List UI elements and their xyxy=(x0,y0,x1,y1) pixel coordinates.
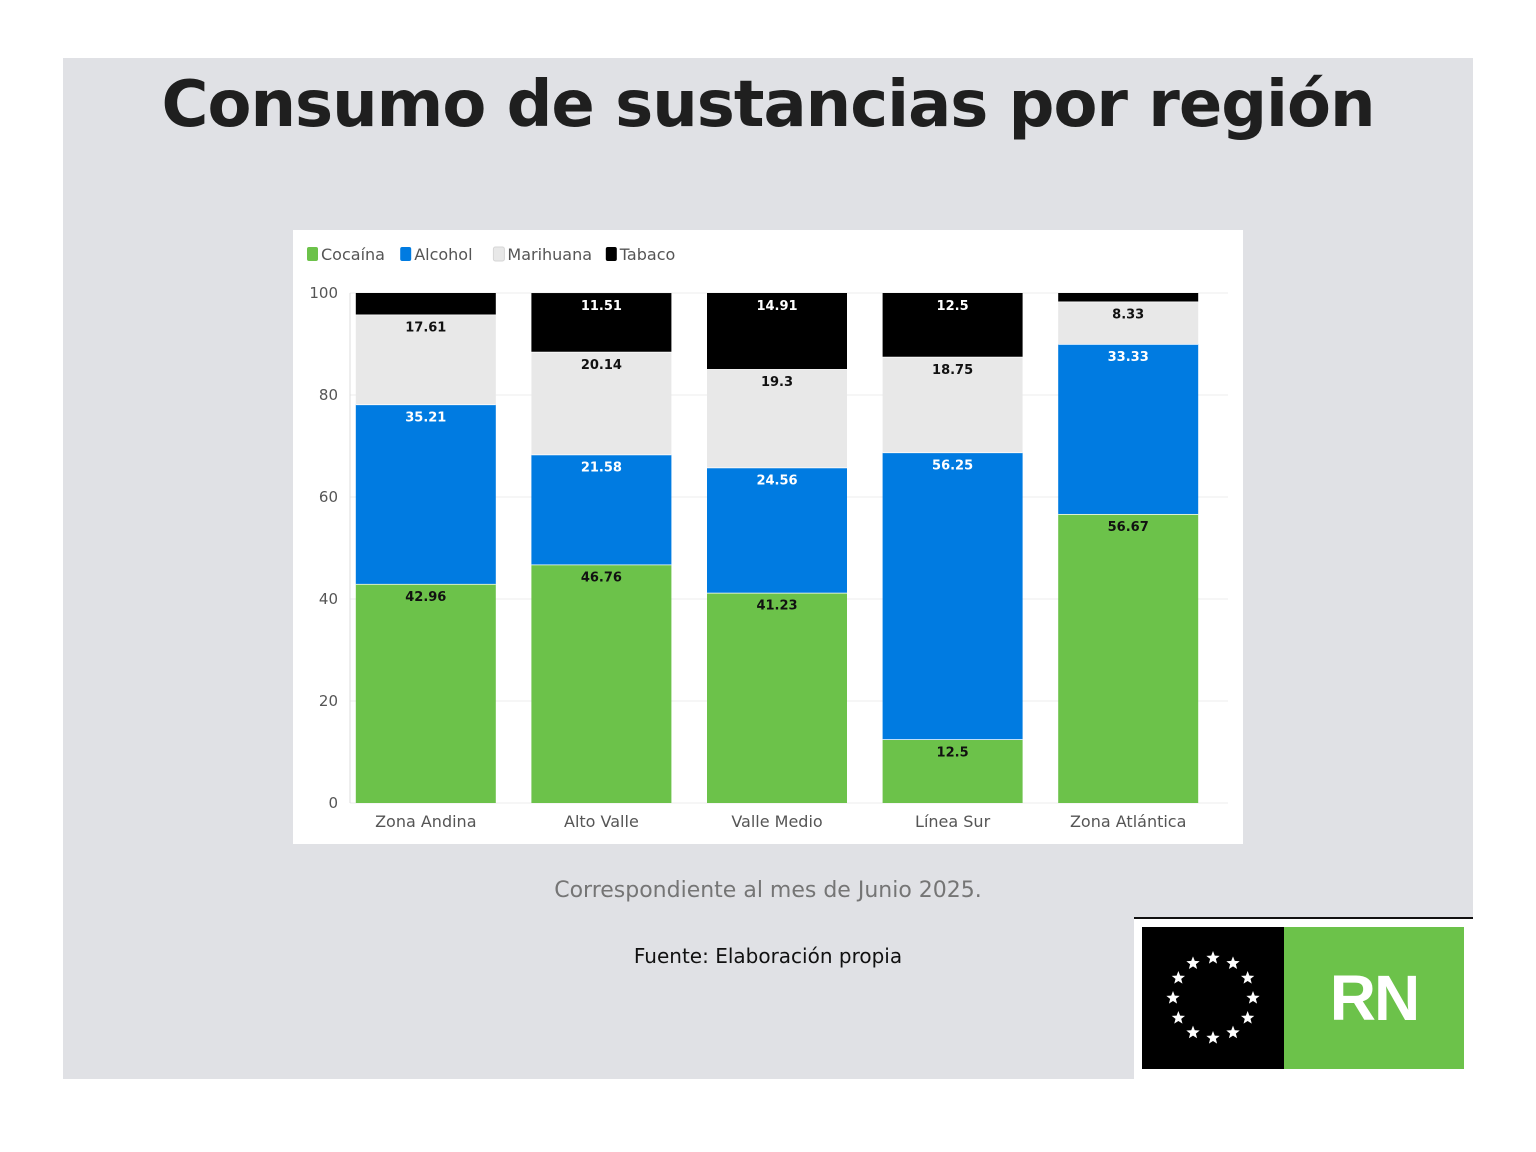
data-label: 41.23 xyxy=(756,599,797,614)
legend-label: Cocaína xyxy=(321,245,385,264)
data-label: 20.14 xyxy=(581,358,622,373)
legend-swatch xyxy=(400,247,412,261)
data-label: 46.76 xyxy=(581,571,622,586)
star-icon xyxy=(1186,1025,1200,1039)
star-icon xyxy=(1240,1011,1255,1024)
y-tick-label: 0 xyxy=(328,794,338,812)
bar-segment xyxy=(355,314,496,405)
data-label: 42.96 xyxy=(405,590,446,605)
bar-segment xyxy=(531,454,672,565)
star-icon xyxy=(1186,956,1200,970)
bar-segment xyxy=(882,452,1023,740)
slide: Consumo de sustancias por región 0 20 40 60… xyxy=(63,58,1473,1079)
star-icon xyxy=(1171,971,1186,984)
bar-segment xyxy=(707,467,847,593)
page-title: Consumo de sustancias por región xyxy=(161,68,1376,142)
legend-swatch xyxy=(492,246,505,262)
data-label: 12.5 xyxy=(937,745,969,760)
data-label: 17.61 xyxy=(405,321,446,336)
data-label: 56.67 xyxy=(1108,520,1149,535)
chart-subtitle: Correspondiente al mes de Junio 2025. xyxy=(554,878,982,903)
chart-card: 0 20 40 60 80 100 Cocaína Alcohol Marihuana Tabac… xyxy=(293,230,1243,844)
y-tick-label: 100 xyxy=(309,284,338,302)
data-label: 33.33 xyxy=(1108,350,1149,365)
star-icon xyxy=(1166,991,1180,1004)
data-label: 19.3 xyxy=(761,375,793,390)
y-tick-label: 80 xyxy=(319,386,338,404)
data-label: 12.5 xyxy=(937,299,969,314)
bar-segment xyxy=(707,369,847,468)
logo-green-panel: RN xyxy=(1284,927,1464,1069)
star-icon xyxy=(1206,951,1220,964)
bar-segment xyxy=(531,564,672,803)
x-tick-label: Valle Medio xyxy=(731,812,822,831)
star-icon xyxy=(1240,971,1255,984)
y-tick-label: 60 xyxy=(319,488,338,506)
bar-segment xyxy=(355,293,496,315)
bar-segment xyxy=(882,739,1023,803)
data-label: 18.75 xyxy=(932,363,973,378)
data-label: 56.25 xyxy=(932,458,973,473)
legend-swatch xyxy=(307,247,318,261)
data-label: 11.51 xyxy=(581,299,622,314)
x-tick-label: Alto Valle xyxy=(564,812,639,831)
bar-segment xyxy=(707,592,847,803)
star-icon xyxy=(1206,1031,1220,1044)
bar-segment xyxy=(707,293,847,370)
star-icon xyxy=(1171,1011,1186,1024)
legend-label: Tabaco xyxy=(619,245,675,264)
bar-segment xyxy=(1058,513,1199,803)
bar-segment xyxy=(1058,301,1199,344)
bar-segment xyxy=(355,583,496,803)
rn-logo: RN xyxy=(1134,917,1473,1079)
stars-circle-icon xyxy=(1142,927,1284,1069)
y-tick-label: 20 xyxy=(319,692,338,710)
star-icon xyxy=(1226,1025,1240,1039)
bar-segment xyxy=(1058,344,1199,514)
stacked-bar-chart: 0 20 40 60 80 100 Cocaína Alcohol Marihuana Tabac… xyxy=(307,245,1228,831)
bar-segment xyxy=(882,293,1023,357)
bar-segment xyxy=(531,293,672,352)
data-label: 8.33 xyxy=(1112,308,1144,323)
data-label: 24.56 xyxy=(756,473,797,488)
data-label: 14.91 xyxy=(756,299,797,314)
legend-label: Alcohol xyxy=(414,245,472,264)
x-tick-label: Zona Andina xyxy=(375,812,476,831)
bar-segment xyxy=(1058,293,1199,302)
source-note: Fuente: Elaboración propia xyxy=(633,944,903,968)
bar-segment xyxy=(882,356,1023,453)
data-label: 21.58 xyxy=(581,460,622,475)
legend-swatch xyxy=(605,247,617,261)
data-label: 35.21 xyxy=(405,410,446,425)
y-tick-label: 40 xyxy=(319,590,338,608)
star-icon xyxy=(1226,956,1240,970)
x-tick-label: Línea Sur xyxy=(915,812,991,831)
x-tick-label: Zona Atlántica xyxy=(1070,812,1186,831)
bar-segment xyxy=(531,351,672,455)
star-icon xyxy=(1246,991,1260,1004)
logo-text: RN xyxy=(1329,962,1420,1034)
legend-label: Marihuana xyxy=(507,245,592,264)
bar-segment xyxy=(355,404,496,584)
